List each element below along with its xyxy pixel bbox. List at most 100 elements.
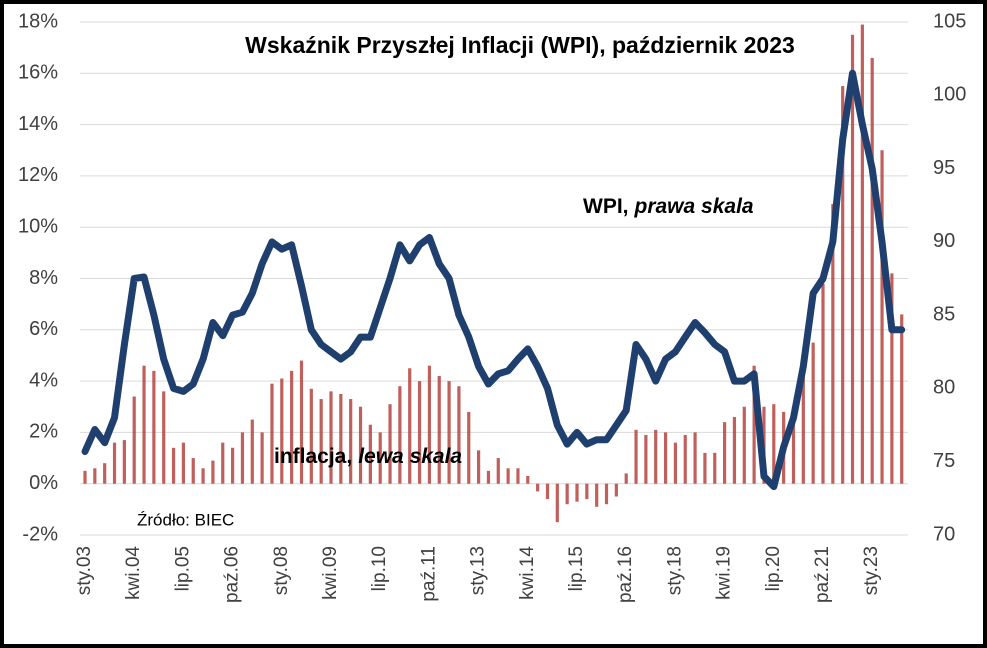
bar xyxy=(536,483,540,492)
bar xyxy=(427,365,431,484)
bar xyxy=(654,429,658,484)
bar xyxy=(368,424,372,484)
x-tick-label: sty.08 xyxy=(271,546,292,595)
bar xyxy=(663,432,668,484)
bar xyxy=(634,429,638,484)
y2-tick-label: 95 xyxy=(933,157,955,179)
bar xyxy=(644,434,648,484)
x-tick-label: lip.10 xyxy=(369,546,390,591)
x-tick-label: kwi.14 xyxy=(517,546,538,600)
bar xyxy=(752,365,756,484)
bar xyxy=(339,393,343,484)
bar xyxy=(398,386,402,484)
bar xyxy=(673,442,677,484)
bar xyxy=(723,422,727,484)
bar xyxy=(614,483,618,497)
bar xyxy=(850,34,855,484)
bar xyxy=(900,314,904,484)
bar xyxy=(122,440,126,484)
bar xyxy=(211,460,215,484)
x-tick-label: sty.23 xyxy=(861,546,882,595)
bar xyxy=(870,57,874,484)
bar xyxy=(496,458,500,484)
bar xyxy=(545,483,550,500)
y-tick-label: 0% xyxy=(29,472,58,494)
bar xyxy=(201,468,205,484)
y2-tick-label: 80 xyxy=(933,377,955,399)
bar xyxy=(457,386,461,484)
bar xyxy=(860,24,864,484)
bar xyxy=(477,450,481,484)
bar xyxy=(575,483,579,502)
bar xyxy=(358,406,363,484)
bar xyxy=(231,447,235,484)
bar xyxy=(732,417,737,484)
bar xyxy=(467,411,471,484)
bar xyxy=(506,468,510,484)
bar xyxy=(880,150,884,484)
bar xyxy=(152,370,156,484)
bar xyxy=(526,476,530,484)
bar xyxy=(408,368,412,484)
bar xyxy=(417,381,422,484)
wpi-label: WPI, prawa skala xyxy=(583,195,754,218)
bar xyxy=(83,470,87,484)
y-tick-label: 6% xyxy=(29,318,58,340)
bar xyxy=(703,452,707,484)
bar xyxy=(831,204,835,484)
bar xyxy=(240,432,245,484)
x-tick-label: paź.06 xyxy=(222,546,243,603)
x-tick-label: paź.21 xyxy=(812,546,833,603)
x-tick-label: lip.15 xyxy=(566,546,587,591)
bar xyxy=(93,468,97,484)
bar xyxy=(132,396,136,484)
bar xyxy=(811,342,815,484)
y-tick-label: 12% xyxy=(18,164,58,186)
bar xyxy=(171,447,176,484)
bar xyxy=(801,365,805,484)
bar xyxy=(595,483,599,507)
y2-tick-label: 85 xyxy=(933,303,955,325)
bar xyxy=(713,452,717,484)
wpi-label-italic: prawa skala xyxy=(634,195,754,218)
y2-tick-label: 90 xyxy=(933,230,955,252)
inflation-label-text: inflacja, xyxy=(274,445,352,468)
bar xyxy=(565,483,569,505)
bar xyxy=(270,383,274,484)
chart-background xyxy=(4,4,983,644)
bar xyxy=(191,458,195,484)
y-tick-label: 10% xyxy=(18,215,58,237)
chart-title: Wskaźnik Przyszłej Inflacji (WPI), paźdz… xyxy=(245,32,795,58)
bar xyxy=(260,432,264,484)
y-tick-label: 16% xyxy=(18,62,58,84)
y2-tick-label: 70 xyxy=(933,523,955,545)
bar xyxy=(604,483,609,505)
y2-tick-label: 75 xyxy=(933,450,955,472)
source-note: Źródło: BIEC xyxy=(137,510,234,529)
bar xyxy=(280,378,284,484)
bar xyxy=(555,483,559,523)
y-tick-label: 2% xyxy=(29,421,58,443)
inflation-label-italic: lewa skala xyxy=(358,445,462,468)
y-tick-label: 18% xyxy=(18,10,58,32)
bar xyxy=(447,381,451,484)
y-tick-label: 8% xyxy=(29,267,58,289)
bar xyxy=(791,406,796,484)
bar xyxy=(329,391,333,484)
bar xyxy=(162,391,166,484)
bar xyxy=(112,442,117,484)
bar xyxy=(486,470,491,484)
bar xyxy=(388,404,392,484)
x-tick-label: kwi.09 xyxy=(320,546,341,600)
bar xyxy=(841,86,845,484)
bar xyxy=(772,404,776,484)
x-tick-label: paź.16 xyxy=(615,546,636,603)
bar xyxy=(319,399,323,484)
inflation-label: inflacja, lewa skala xyxy=(274,445,462,468)
bar xyxy=(290,370,294,484)
x-tick-label: kwi.19 xyxy=(714,546,735,600)
line xyxy=(81,69,906,491)
x-tick-label: lip.20 xyxy=(763,546,784,591)
y-tick-label: 4% xyxy=(29,369,58,391)
